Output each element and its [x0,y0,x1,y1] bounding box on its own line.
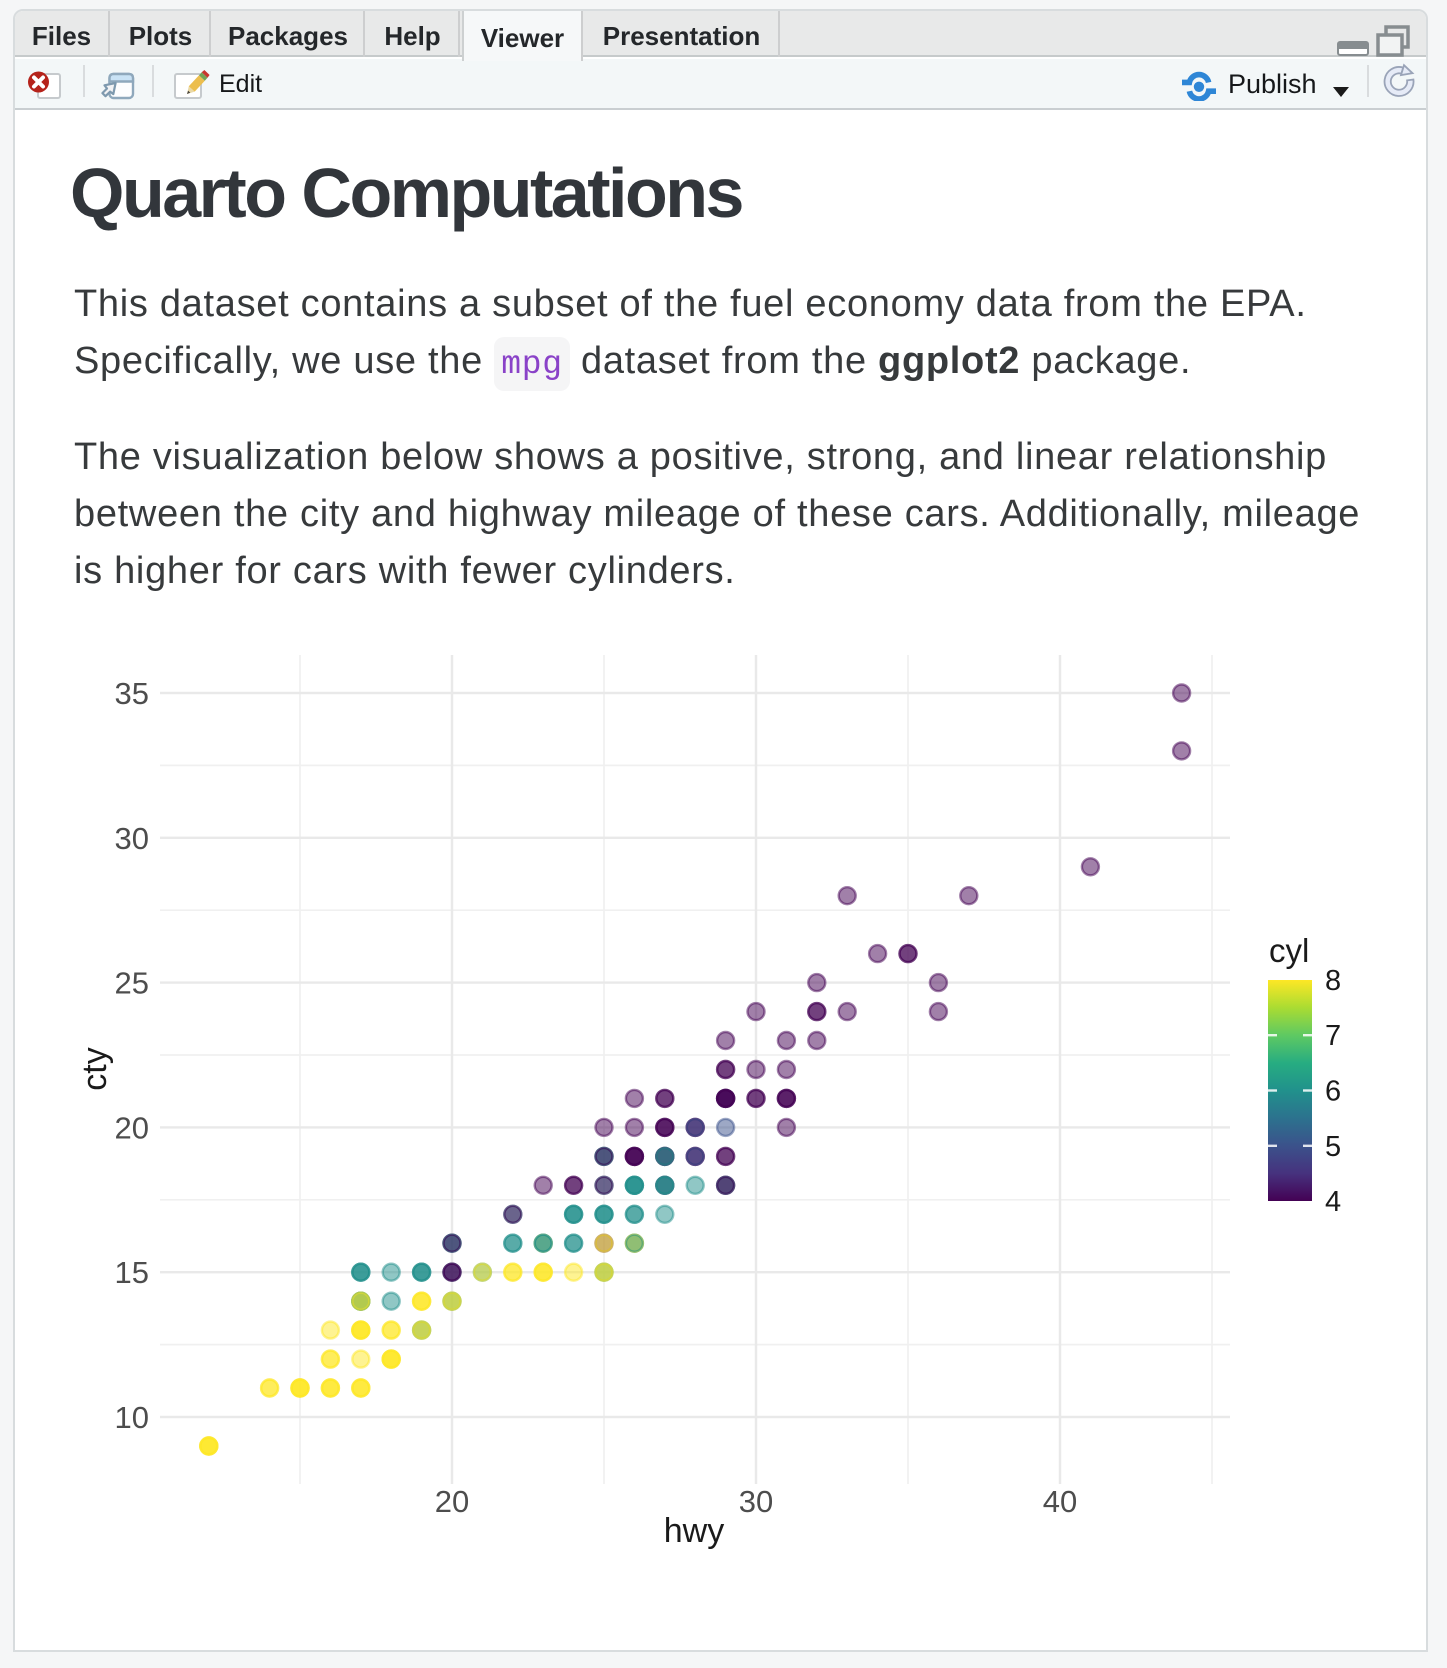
svg-text:cty: cty [76,1047,114,1090]
svg-text:8: 8 [1325,965,1341,997]
svg-text:7: 7 [1325,1020,1341,1052]
svg-text:20: 20 [435,1484,469,1519]
svg-text:35: 35 [115,676,149,711]
svg-text:6: 6 [1325,1076,1341,1108]
svg-text:4: 4 [1325,1186,1341,1218]
svg-text:hwy: hwy [664,1512,724,1550]
svg-text:5: 5 [1325,1131,1341,1163]
svg-text:30: 30 [115,821,149,856]
svg-text:cyl: cyl [1269,932,1309,969]
svg-text:40: 40 [1043,1484,1077,1519]
svg-text:30: 30 [739,1484,773,1519]
svg-text:15: 15 [115,1255,149,1290]
svg-text:20: 20 [115,1110,149,1145]
svg-text:25: 25 [115,966,149,1001]
svg-text:10: 10 [115,1400,149,1435]
